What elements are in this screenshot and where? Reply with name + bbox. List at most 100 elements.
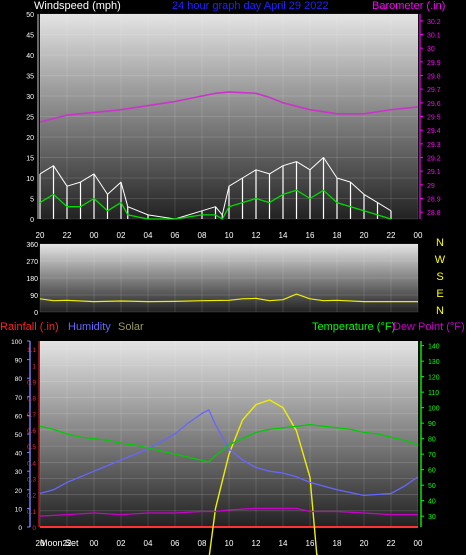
humidity-tick-label: 90	[15, 358, 23, 365]
temperature-axis-label: Temperature (°F)	[312, 321, 395, 333]
temperature-tick-label: 40	[428, 499, 436, 506]
barometer-tick-label: 29.6	[427, 101, 441, 108]
climate-time-tick-label: 14	[279, 539, 288, 548]
climate-time-tick-label: 02	[117, 539, 126, 548]
humidity-tick-label: 20	[15, 488, 23, 495]
rain-tick-label: 1.1	[27, 347, 36, 354]
climate-plot-area	[40, 341, 418, 527]
time-tick-label: 12	[252, 231, 261, 240]
humidity-tick-label: 10	[15, 506, 23, 513]
time-tick-label: 20	[36, 231, 45, 240]
temperature-tick-label: 120	[428, 375, 440, 382]
wind-tick-label: 35	[26, 74, 34, 81]
humidity-tick-label: 60	[15, 413, 23, 420]
climate-time-tick-label: 00	[414, 539, 423, 548]
time-tick-label: 20	[360, 231, 369, 240]
humidity-tick-label: 100	[11, 339, 22, 346]
barometer-tick-label: 29	[427, 183, 435, 190]
barometer-tick-label: 28.9	[427, 197, 441, 204]
dew-point-axis-label: Dew Point (°F)	[393, 321, 465, 333]
dew-point-line	[39, 507, 418, 517]
temperature-tick-label: 50	[428, 483, 436, 490]
temperature-tick-label: 30	[428, 514, 436, 521]
temperature-tick-label: 140	[428, 344, 440, 351]
humidity-tick-label: 80	[15, 376, 23, 383]
barometer-tick-label: 29.8	[427, 74, 441, 81]
time-tick-label: 22	[63, 231, 72, 240]
direction-letter: S	[436, 271, 443, 283]
direction-letter: N	[436, 237, 444, 249]
wind-gust-line	[39, 157, 392, 220]
solar-legend: Solar	[118, 321, 144, 333]
time-tick-label: 18	[333, 231, 342, 240]
temperature-tick-label: 100	[428, 406, 440, 413]
humidity-line	[39, 409, 419, 497]
humidity-tick-label: 30	[15, 469, 23, 476]
humidity-tick-label: 70	[15, 395, 23, 402]
barometer-tick-label: 30	[427, 46, 435, 53]
wind-direction-line	[39, 293, 418, 303]
humidity-tick-label: 40	[15, 451, 23, 458]
barometer-tick-label: 29.5	[427, 115, 441, 122]
direction-tick-label: 180	[26, 276, 38, 283]
rain-tick-label: 0.5	[27, 444, 36, 451]
wind-tick-label: 40	[26, 53, 34, 60]
direction-letter: W	[435, 254, 446, 266]
rain-tick-label: 0.3	[27, 476, 36, 483]
barometer-tick-label: 30.2	[427, 19, 441, 26]
moon-set-label: Moon Set	[40, 538, 79, 548]
wind-tick-label: 45	[26, 33, 34, 40]
rain-tick-label: 0.7	[27, 412, 36, 419]
climate-time-tick-label: 16	[306, 539, 315, 548]
climate-time-tick-label: 22	[387, 539, 396, 548]
rain-tick-label: 0.2	[27, 493, 36, 500]
time-tick-label: 06	[171, 231, 180, 240]
wind-tick-label: 25	[26, 115, 34, 122]
rainfall-axis-label: Rainfall (.in)	[0, 321, 59, 333]
climate-time-tick-label: 08	[198, 539, 207, 548]
direction-letter: E	[436, 288, 443, 300]
time-tick-label: 22	[387, 231, 396, 240]
direction-letter: N	[436, 305, 444, 317]
barometer-axis-label: Barometer (.in)	[372, 0, 445, 12]
barometer-tick-label: 29.3	[427, 142, 441, 149]
direction-tick-label: 360	[26, 242, 38, 249]
wind-average-line	[39, 189, 392, 220]
temperature-tick-label: 80	[428, 437, 436, 444]
barometer-line	[39, 91, 419, 123]
wind-tick-label: 10	[26, 176, 34, 183]
wind-plot-area	[40, 14, 418, 219]
barometer-tick-label: 29.7	[427, 87, 441, 94]
rain-tick-label: 0.9	[27, 379, 36, 386]
climate-time-tick-label: 06	[171, 539, 180, 548]
barometer-tick-label: 30.1	[427, 33, 441, 40]
wind-tick-label: 30	[26, 94, 34, 101]
temperature-tick-label: 70	[428, 452, 436, 459]
humidity-tick-label: 50	[15, 432, 23, 439]
solar-line	[208, 399, 319, 555]
climate-time-tick-label: 10	[225, 539, 234, 548]
temperature-tick-label: 130	[428, 359, 440, 366]
rain-tick-label: 0.6	[27, 428, 36, 435]
humidity-tick-label: 0	[18, 525, 22, 532]
direction-tick-label: 90	[30, 293, 38, 300]
time-tick-label: 10	[225, 231, 234, 240]
temperature-tick-label: 110	[428, 390, 439, 397]
temperature-line	[39, 424, 419, 463]
temperature-tick-label: 60	[428, 468, 436, 475]
rain-tick-label: 1	[32, 363, 36, 370]
barometer-tick-label: 29.9	[427, 60, 441, 67]
wind-axis-label: Windspeed (mph)	[34, 0, 121, 12]
direction-tick-label: 0	[34, 310, 38, 317]
direction-tick-label: 270	[26, 259, 38, 266]
rain-tick-label: 0.4	[27, 460, 36, 467]
climate-time-tick-label: 18	[333, 539, 342, 548]
rain-tick-label: 0.8	[27, 396, 36, 403]
wind-tick-label: 50	[26, 12, 34, 19]
wind-tick-label: 5	[30, 197, 34, 204]
time-tick-label: 08	[198, 231, 207, 240]
barometer-tick-label: 29.2	[427, 156, 441, 163]
rain-tick-label: 0.1	[27, 509, 36, 516]
humidity-legend: Humidity	[68, 321, 111, 333]
